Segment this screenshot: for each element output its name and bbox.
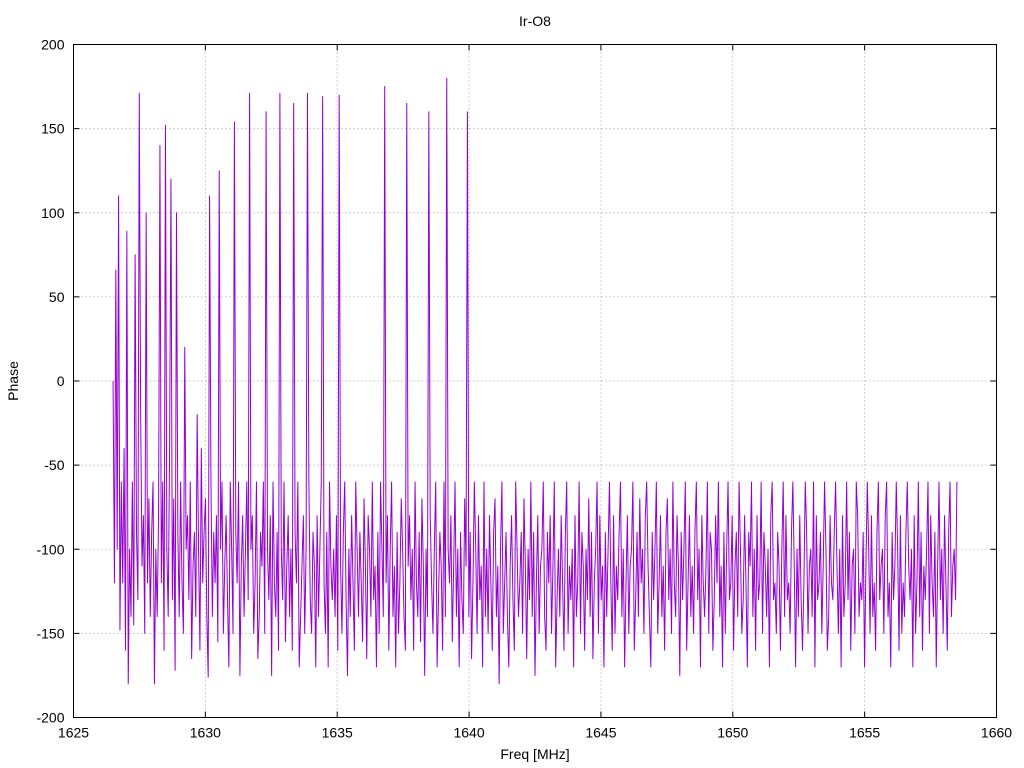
y-axis-label: Phase bbox=[5, 361, 21, 401]
x-tick-label: 1645 bbox=[585, 725, 616, 741]
tick-layer: 1625 1630 1635 1640 1645 1650 1655 1660 200 150 10… bbox=[36, 37, 1012, 741]
y-tick-label: -200 bbox=[36, 710, 64, 726]
phase-series-line bbox=[112, 77, 958, 685]
series-layer bbox=[112, 77, 958, 685]
y-tick-label: 100 bbox=[41, 205, 65, 221]
x-tick-label: 1630 bbox=[190, 725, 221, 741]
x-axis-label: Freq [MHz] bbox=[500, 746, 569, 762]
y-tick-label: -50 bbox=[44, 457, 64, 473]
y-tick-label: 150 bbox=[41, 121, 65, 137]
y-tick-label: -150 bbox=[36, 625, 64, 641]
x-tick-label: 1640 bbox=[453, 725, 484, 741]
grid-layer bbox=[73, 44, 997, 718]
y-tick-label: -100 bbox=[36, 541, 64, 557]
x-tick-label: 1625 bbox=[58, 725, 89, 741]
y-tick-label: 0 bbox=[57, 373, 65, 389]
x-tick-label: 1650 bbox=[717, 725, 748, 741]
x-tick-label: 1655 bbox=[849, 725, 880, 741]
x-tick-label: 1660 bbox=[981, 725, 1012, 741]
x-tick-label: 1635 bbox=[322, 725, 353, 741]
chart-title: Ir-O8 bbox=[519, 13, 551, 29]
y-tick-label: 50 bbox=[49, 289, 65, 305]
y-tick-label: 200 bbox=[41, 37, 65, 53]
